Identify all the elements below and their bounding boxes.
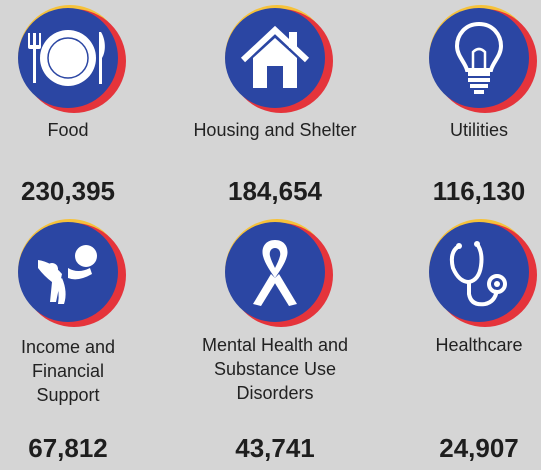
food-badge: [18, 5, 126, 113]
income-badge: [18, 219, 126, 327]
label-line: Financial: [31, 361, 105, 381]
person-reaching-icon: [38, 245, 97, 304]
housing-badge: [225, 5, 333, 113]
stat-label: Income and Financial Support: [0, 335, 158, 407]
utilities-badge: [429, 5, 537, 113]
stat-label: Mental Health and Substance Use Disorder…: [185, 333, 365, 405]
stat-value: 184,654: [228, 176, 322, 206]
stat-value: 67,812: [28, 433, 108, 463]
label-line: Substance Use: [213, 359, 337, 379]
stat-label: Healthcare: [435, 335, 523, 355]
label-line: Mental Health and: [201, 335, 349, 355]
mental-health-badge: [225, 219, 333, 327]
label-line: Support: [36, 385, 100, 405]
stat-label: Utilities: [449, 120, 508, 140]
awareness-ribbon-icon: [253, 240, 297, 306]
label-line: Income and: [20, 337, 116, 357]
label-line: Disorders: [236, 383, 314, 403]
lightbulb-icon: [454, 21, 504, 94]
healthcare-badge: [429, 219, 537, 327]
stat-label: Food: [47, 120, 89, 140]
house-icon: [240, 25, 310, 88]
stat-value: 116,130: [432, 176, 526, 206]
plate-fork-knife-icon: [28, 30, 105, 86]
stat-value: 230,395: [21, 176, 115, 206]
stat-label: Housing and Shelter: [193, 120, 357, 140]
stethoscope-icon: [449, 241, 507, 307]
stat-value: 43,741: [235, 433, 315, 463]
stat-value: 24,907: [439, 433, 519, 463]
